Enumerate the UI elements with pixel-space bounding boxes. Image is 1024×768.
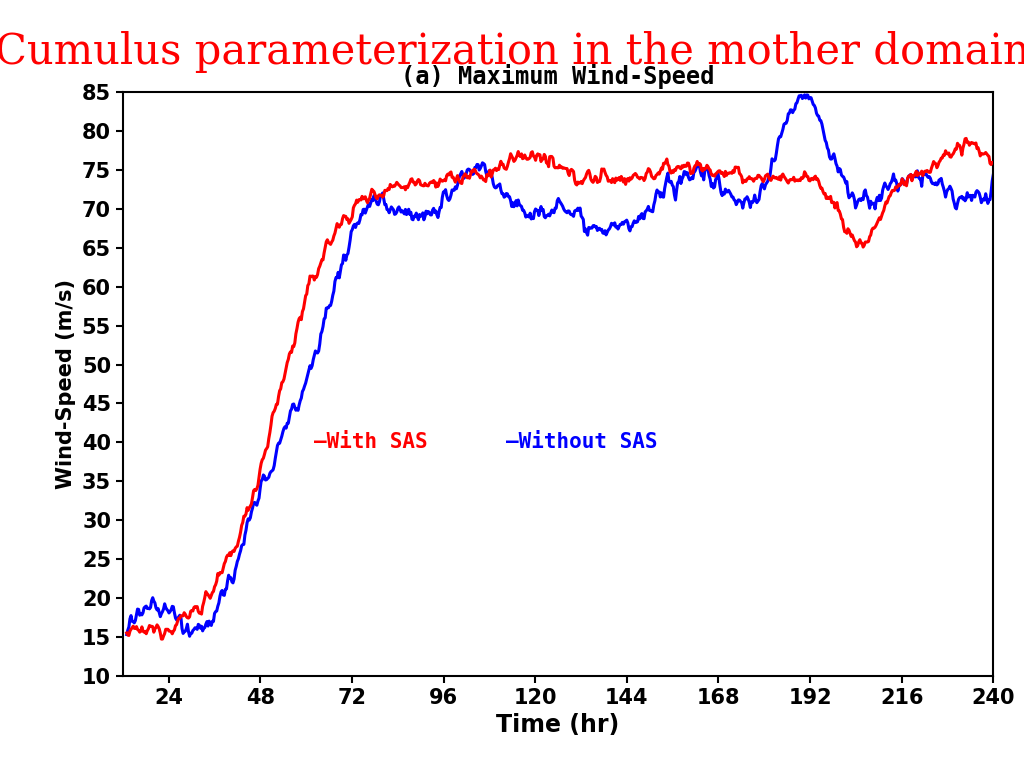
Text: —With SAS: —With SAS (314, 432, 428, 452)
X-axis label: Time (hr): Time (hr) (497, 713, 620, 737)
Text: Cumulus parameterization in the mother domain: Cumulus parameterization in the mother d… (0, 31, 1024, 73)
Text: —Without SAS: —Without SAS (506, 432, 657, 452)
Title: (a) Maximum Wind-Speed: (a) Maximum Wind-Speed (401, 64, 715, 89)
Y-axis label: Wind-Speed (m/s): Wind-Speed (m/s) (56, 279, 76, 489)
